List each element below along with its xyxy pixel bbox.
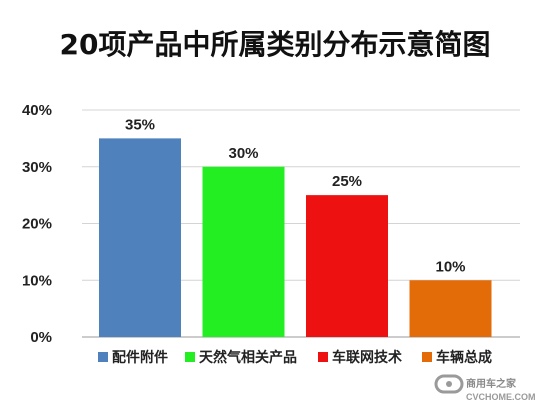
watermark-text: 商用车之家 bbox=[466, 377, 517, 390]
bar bbox=[202, 166, 285, 337]
y-tick-label: 40% bbox=[22, 102, 52, 119]
y-tick-label: 20% bbox=[22, 216, 52, 233]
watermark: 商用车之家 CVCHOME.COM bbox=[434, 374, 536, 402]
bar bbox=[306, 195, 388, 337]
y-tick-label: 0% bbox=[30, 329, 52, 346]
data-label: 35% bbox=[125, 116, 155, 133]
legend-label: 天然气相关产品 bbox=[199, 349, 297, 366]
watermark-logo-dot-icon bbox=[446, 381, 452, 387]
bar bbox=[99, 138, 181, 337]
legend-swatch bbox=[98, 352, 108, 362]
legend: 配件附件 天然气相关产品 车联网技术 车辆总成 bbox=[98, 349, 492, 366]
watermark-subtext: CVCHOME.COM bbox=[466, 392, 536, 402]
legend-label: 车联网技术 bbox=[332, 349, 402, 366]
bar bbox=[409, 280, 492, 337]
legend-swatch bbox=[422, 352, 432, 362]
y-tick-label: 10% bbox=[22, 272, 52, 289]
data-label: 10% bbox=[435, 258, 465, 275]
legend-swatch bbox=[318, 352, 328, 362]
data-labels: 35% 30% 25% 10% bbox=[125, 116, 466, 275]
data-label: 25% bbox=[332, 173, 362, 190]
chart-title: 20项产品中所属类别分布示意简图 bbox=[60, 28, 491, 61]
y-tick-label: 30% bbox=[22, 159, 52, 176]
bars bbox=[99, 138, 492, 337]
data-label: 30% bbox=[228, 145, 258, 162]
watermark-logo-icon bbox=[434, 374, 464, 394]
legend-label: 配件附件 bbox=[112, 349, 168, 366]
legend-label: 车辆总成 bbox=[436, 349, 492, 366]
y-axis: 0% 10% 20% 30% 40% bbox=[22, 102, 52, 346]
legend-swatch bbox=[185, 352, 195, 362]
